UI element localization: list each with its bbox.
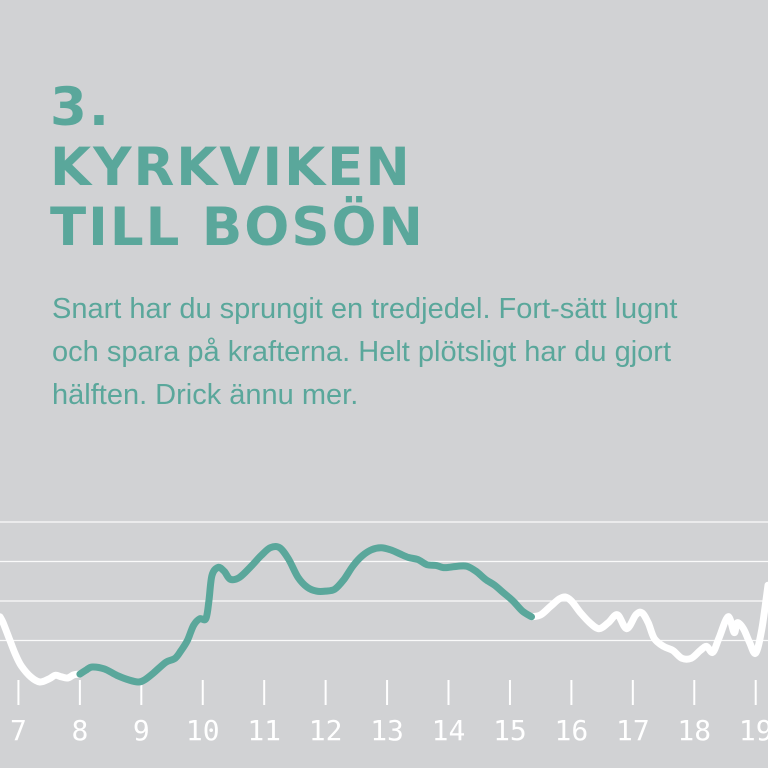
elevation-line-after [528, 581, 768, 663]
chart-grid [0, 521, 768, 642]
elevation-line-highlight [76, 542, 535, 686]
x-axis-labels: 7 8 9 10 11 12 13 14 15 16 17 18 19 [10, 714, 768, 747]
x-tick-label-16: 16 [555, 714, 589, 747]
x-tick-label-11: 11 [247, 714, 281, 747]
x-tick-label-7: 7 [10, 714, 27, 747]
section-description: Snart har du sprungit en tredjedel. Fort… [52, 293, 678, 411]
chart-lines [0, 542, 768, 686]
elevation-chart: 7 8 9 10 11 12 13 14 15 16 17 18 19 [0, 521, 768, 747]
x-tick-label-18: 18 [677, 714, 711, 747]
x-tick-label-19: 19 [739, 714, 768, 747]
section-title-line-1: KYRKVIKEN [50, 137, 412, 198]
section-number: 3. [50, 77, 112, 138]
x-tick-label-10: 10 [186, 714, 220, 747]
section-heading: 3. KYRKVIKEN TILL BOSÖN [50, 78, 425, 258]
x-axis-ticks [17, 680, 757, 705]
x-tick-label-15: 15 [493, 714, 527, 747]
x-tick-label-9: 9 [133, 714, 150, 747]
x-tick-label-8: 8 [71, 714, 88, 747]
x-tick-label-17: 17 [616, 714, 650, 747]
section-title-line-2: TILL BOSÖN [50, 197, 425, 258]
x-tick-label-14: 14 [432, 714, 466, 747]
elevation-line-before [0, 613, 84, 686]
x-tick-label-12: 12 [309, 714, 343, 747]
x-tick-label-13: 13 [370, 714, 404, 747]
